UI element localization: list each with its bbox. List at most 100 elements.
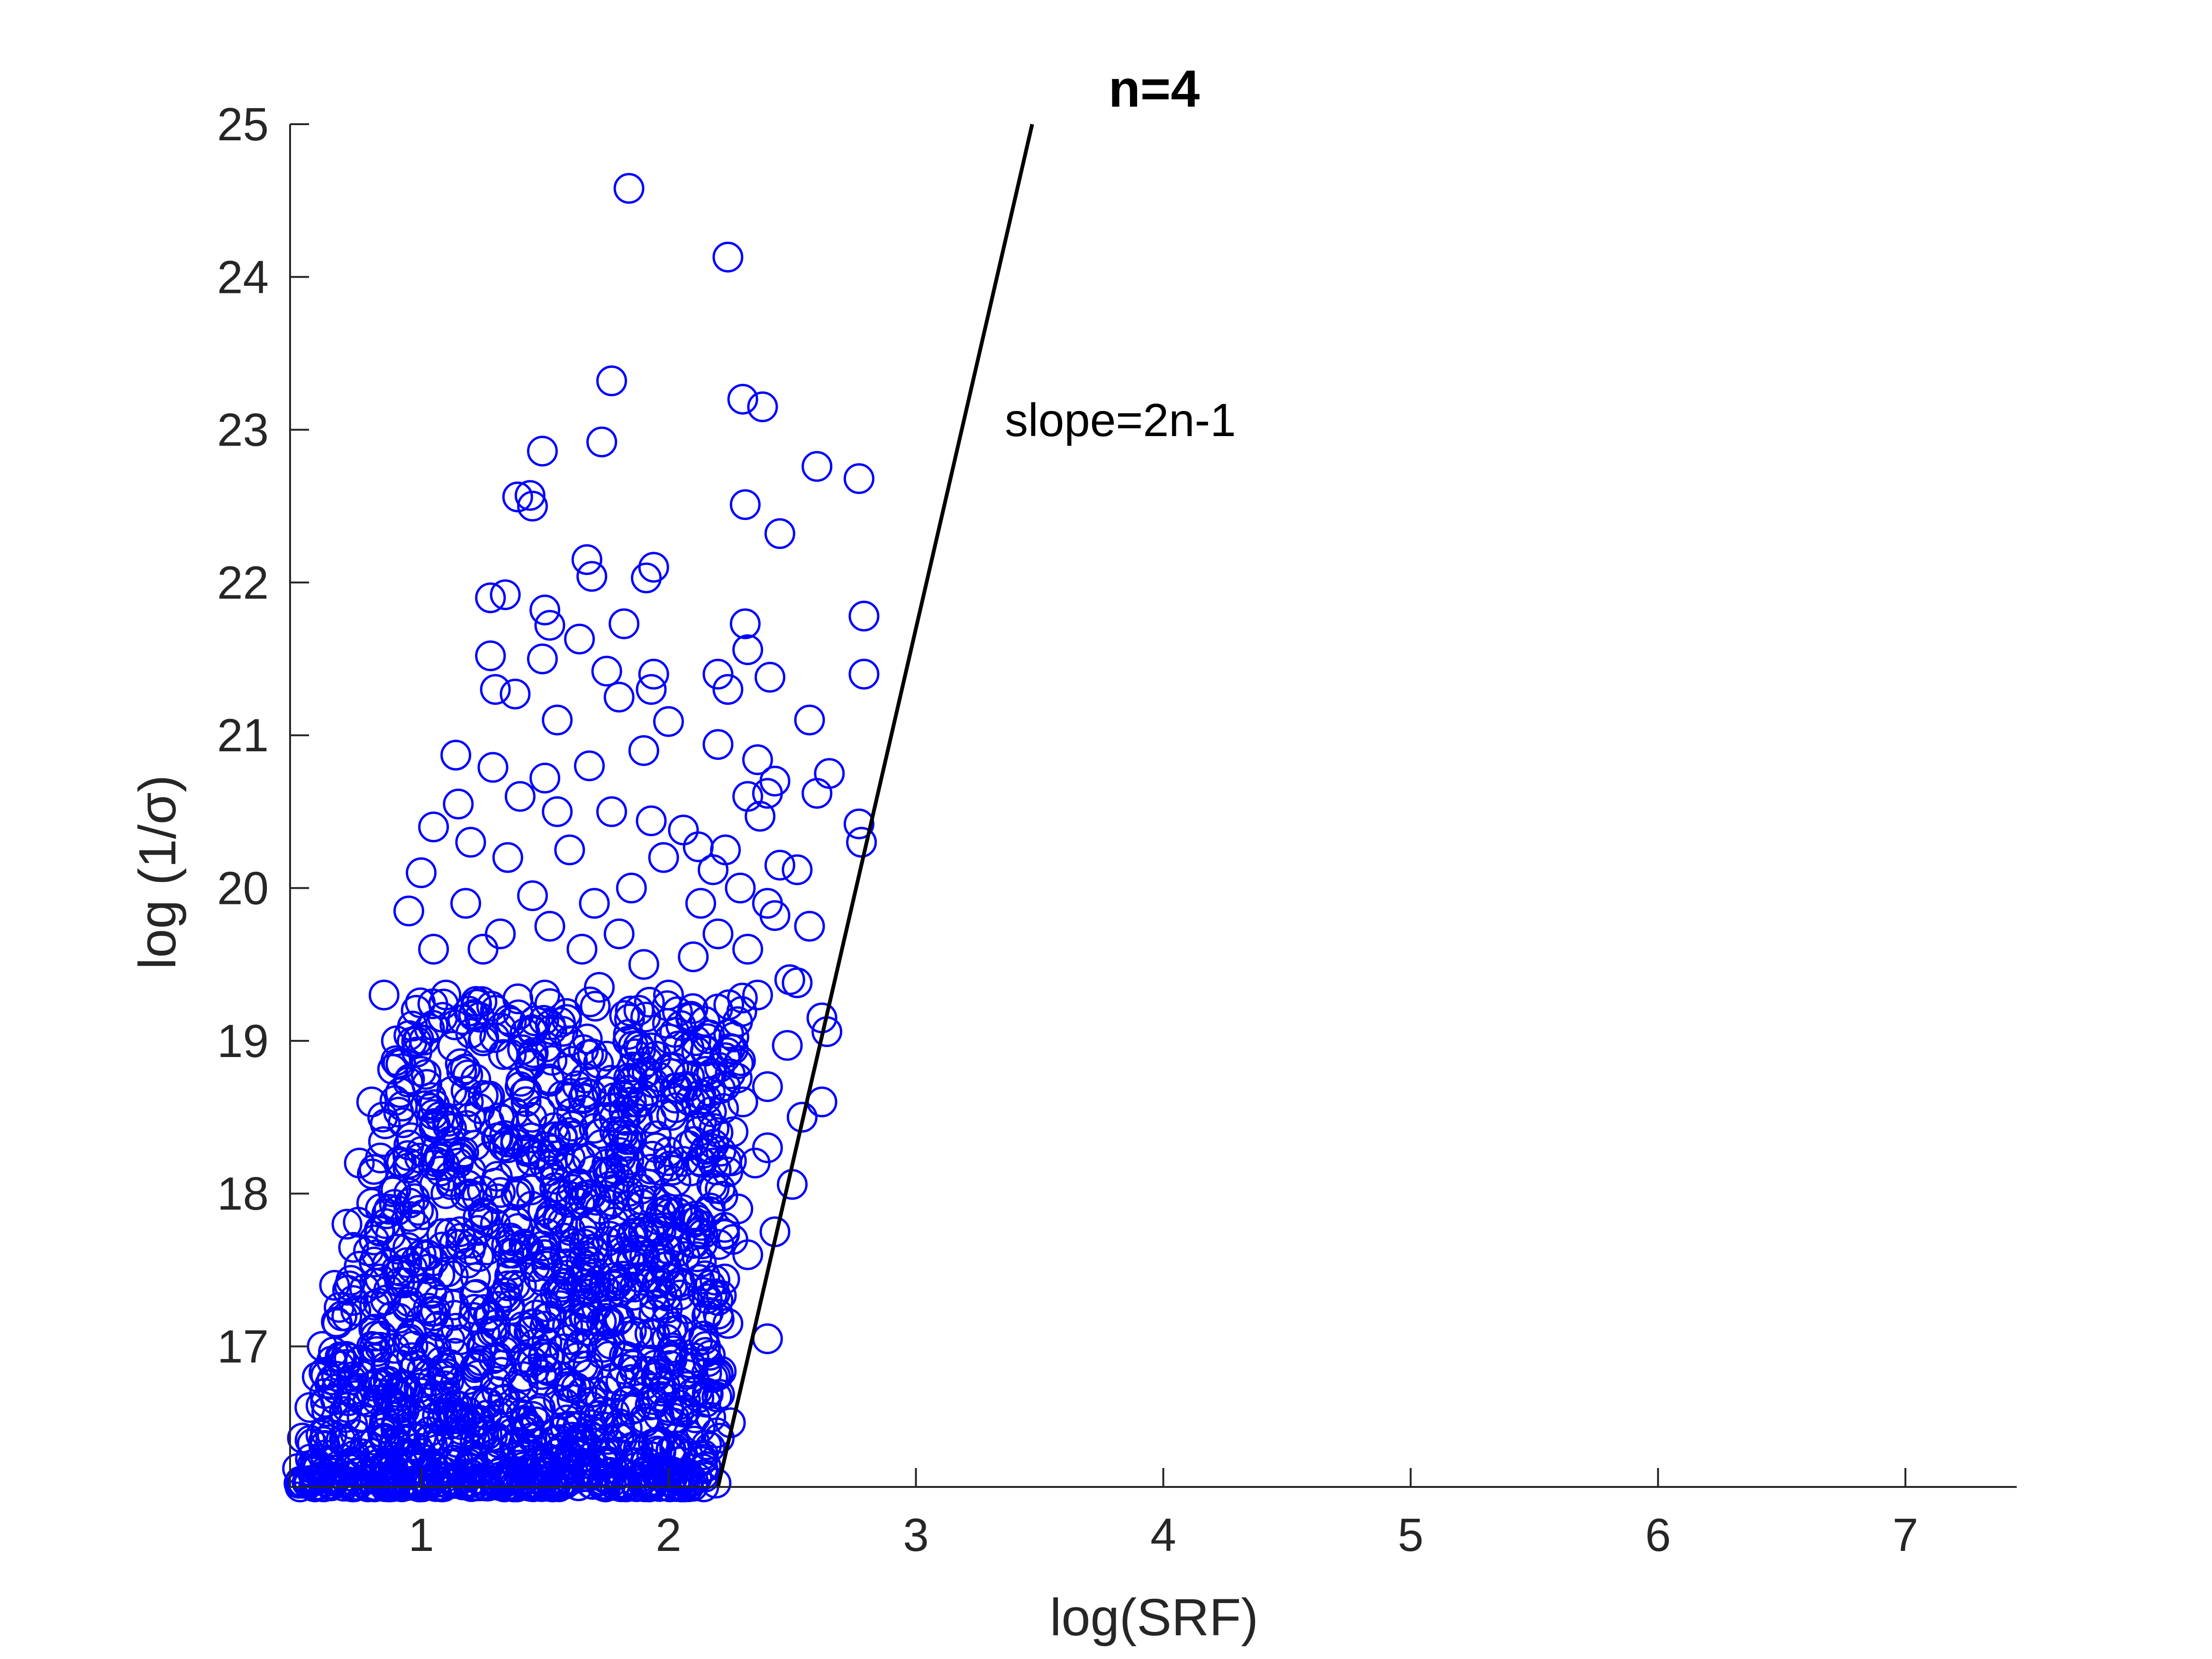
scatter-point — [357, 1158, 388, 1190]
y-tick-label: 20 — [217, 862, 269, 914]
scatter-point — [700, 1265, 730, 1296]
scatter-point — [369, 1406, 400, 1438]
scatter-point — [521, 1428, 553, 1459]
scatter-point — [397, 1011, 428, 1042]
y-tick-label: 22 — [217, 556, 269, 609]
scatter-point — [330, 1341, 362, 1372]
scatter-point — [634, 986, 665, 1018]
scatter-point — [752, 1323, 783, 1354]
scatter-point — [414, 1013, 445, 1044]
scatter-point — [463, 1202, 494, 1233]
scatter-point — [641, 1120, 672, 1151]
scatter-point — [539, 1164, 571, 1195]
scatter-point — [677, 993, 709, 1024]
scatter-point — [319, 1270, 350, 1301]
scatter-point — [385, 1256, 416, 1287]
x-tick-label: 3 — [903, 1509, 929, 1561]
scatter-point — [615, 995, 646, 1027]
scatter-point — [618, 1349, 649, 1381]
scatter-point — [653, 1136, 684, 1167]
scatter-point — [725, 873, 756, 903]
scatter-point — [652, 1008, 683, 1039]
x-tick-label: 5 — [1398, 1509, 1424, 1561]
scatter-point — [554, 834, 585, 866]
scatter-point — [508, 1372, 539, 1403]
scatter-point — [647, 1470, 679, 1501]
scatter-point — [502, 1213, 534, 1244]
scatter-point — [846, 827, 877, 858]
x-tick-label: 6 — [1645, 1509, 1671, 1561]
scatter-point — [573, 1225, 604, 1257]
y-tick-label: 23 — [217, 404, 269, 456]
scatter-point — [580, 991, 611, 1022]
scatter-point — [423, 1284, 455, 1315]
scatter-point — [475, 582, 506, 613]
scatter-point — [636, 1103, 667, 1134]
scatter-point — [338, 1232, 369, 1263]
scatter-point — [436, 1169, 467, 1200]
scatter-point — [628, 735, 659, 766]
scatter-point — [377, 1054, 408, 1085]
x-tick-label: 4 — [1150, 1509, 1176, 1561]
scatter-point — [702, 658, 734, 690]
scatter-point — [612, 1180, 643, 1212]
scatter-point — [653, 1145, 684, 1176]
scatter-point — [576, 561, 608, 592]
scatter-point — [461, 1350, 492, 1381]
scatter-point — [613, 1156, 644, 1187]
scatter-point — [370, 1285, 401, 1316]
scatter-point — [564, 1187, 596, 1219]
scatter-point — [527, 643, 558, 675]
scatter-point — [764, 518, 795, 549]
scatter-point — [777, 1169, 808, 1200]
scatter-point — [687, 1444, 719, 1475]
scatter-point — [660, 1430, 692, 1461]
scatter-point — [468, 1022, 500, 1053]
scatter-point — [704, 1422, 735, 1454]
scatter-point — [691, 1035, 721, 1066]
scatter-point — [434, 1324, 465, 1356]
scatter-point — [506, 1399, 537, 1430]
scatter-point — [543, 1203, 574, 1235]
scatter-point — [517, 880, 548, 912]
scatter-point — [331, 1301, 363, 1332]
scatter-point — [712, 674, 744, 705]
scatter-point — [379, 1085, 410, 1116]
scatter-point — [446, 1401, 477, 1432]
scatter-point — [592, 1156, 623, 1187]
scatter-point — [579, 1112, 610, 1144]
scatter-point — [322, 1308, 353, 1339]
scatter-point — [440, 739, 472, 771]
scatter-point — [595, 1221, 626, 1252]
scatter-markers — [282, 173, 880, 1503]
scatter-point — [574, 986, 606, 1018]
scatter-point — [556, 1422, 588, 1453]
scatter-point — [529, 594, 561, 626]
scatter-point — [392, 1140, 424, 1171]
scatter-point — [542, 796, 573, 827]
scatter-point — [385, 1381, 416, 1412]
reference-line-group — [716, 124, 1034, 1487]
scatter-point — [636, 1344, 667, 1376]
scatter-point — [704, 1379, 735, 1410]
scatter-point — [540, 1121, 571, 1152]
y-tick-label: 25 — [217, 98, 269, 150]
scatter-point — [501, 1390, 532, 1422]
scatter-point — [492, 842, 523, 873]
scatter-point — [609, 1000, 640, 1031]
scatter-point — [459, 1279, 490, 1311]
scatter-point — [534, 610, 565, 641]
scatter-point — [356, 1086, 387, 1118]
scatter-point — [370, 1351, 401, 1382]
scatter-point — [782, 854, 813, 885]
scatter-point — [400, 1470, 431, 1502]
scatter-point — [428, 988, 459, 1020]
scatter-point — [613, 1191, 644, 1222]
scatter-point — [515, 1315, 546, 1346]
scatter-point — [752, 778, 783, 809]
scatter-point — [673, 1130, 704, 1161]
scatter-point — [439, 1300, 470, 1331]
scatter-point — [702, 994, 733, 1025]
scatter-point — [641, 1435, 673, 1467]
scatter-point — [529, 763, 561, 793]
